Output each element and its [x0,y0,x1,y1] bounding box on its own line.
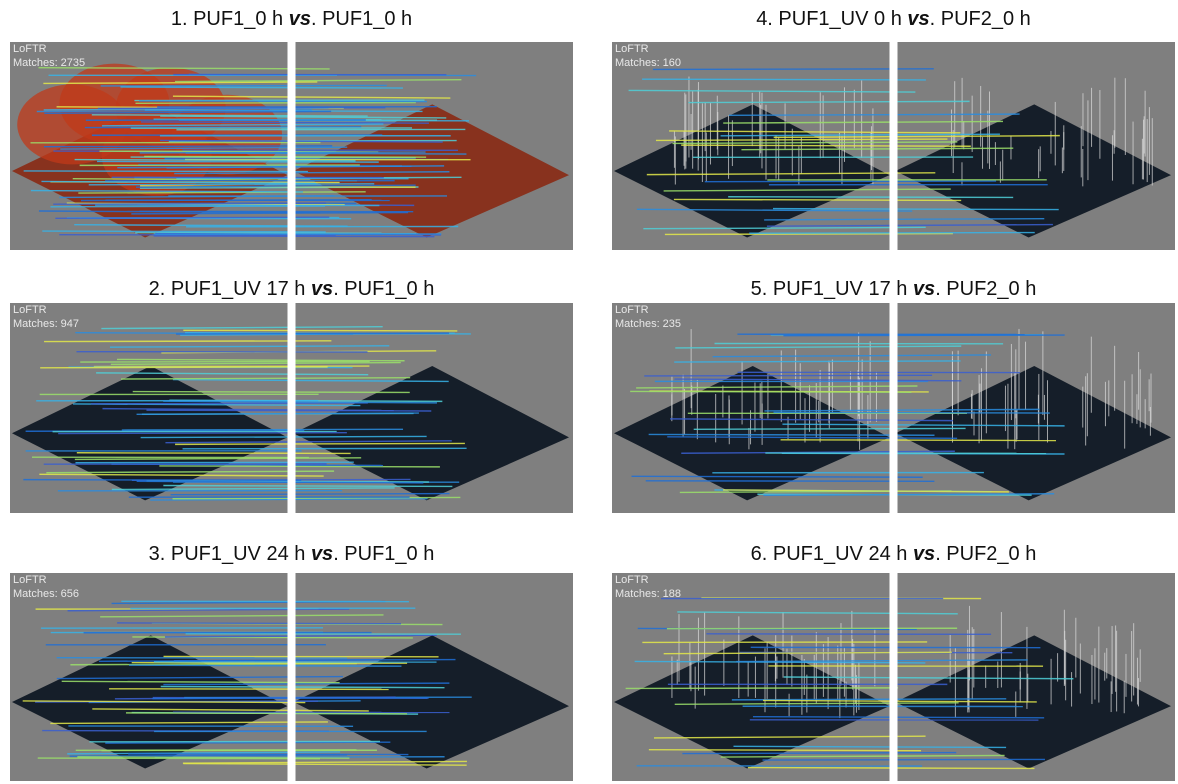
title-text: . PUF1_0 h [311,8,412,30]
match-line [649,750,921,751]
method-label: LoFTR [13,574,47,586]
match-line [186,634,461,635]
divider [890,42,898,250]
match-line [706,634,991,635]
matches-label: Matches: 656 [13,588,79,600]
match-image: LoFTR Matches: 2735 [10,42,573,250]
match-line [50,206,325,207]
match-image: LoFTR Matches: 235 [612,303,1175,513]
method-label: LoFTR [13,304,47,316]
match-image: LoFTR Matches: 947 [10,303,573,513]
title-text: . PUF2_0 h [935,543,1036,565]
match-line [626,688,898,689]
match-line [128,754,408,755]
match-line [80,361,369,362]
match-line [139,101,427,102]
match-line [23,480,301,481]
page: 1. PUF1_0 h vs. PUF1_0 hLoFTRMatches: 27… [0,0,1178,784]
match-line [644,375,932,376]
title-vs: vs [311,543,333,565]
match-line [705,181,996,182]
divider [288,573,296,781]
matches-label: Matches: 160 [615,57,681,69]
match-line [97,161,379,162]
title-text: . PUF1_0 h [333,543,434,565]
match-line [781,440,1056,441]
match-line [632,476,923,477]
match-line [163,486,452,487]
title-text: . PUF2_0 h [935,278,1036,300]
figure: 1. PUF1_0 h vs. PUF1_0 hLoFTRMatches: 27… [0,0,1178,784]
match-line [728,197,1013,198]
match-line [101,85,387,86]
match-line [91,403,368,404]
panel-title: 6. PUF1_UV 24 h vs. PUF2_0 h [751,543,1037,565]
title-vs: vs [907,8,929,30]
match-line [135,103,415,104]
title-text: 5. PUF1_UV 17 h [751,278,913,300]
title-text: 4. PUF1_UV 0 h [756,8,907,30]
match-line [674,199,961,200]
title-vs: vs [311,278,333,300]
divider [890,573,898,781]
match-line [774,412,1050,413]
panel-title: 1. PUF1_0 h vs. PUF1_0 h [171,8,412,30]
title-text: . PUF1_0 h [333,278,434,300]
title-text: 2. PUF1_UV 17 h [149,278,311,300]
match-line [40,367,327,368]
method-label: LoFTR [615,43,649,55]
match-image: LoFTR Matches: 188 [612,573,1175,781]
matches-label: Matches: 947 [13,318,79,330]
title-text: 1. PUF1_0 h [171,8,289,30]
match-line [183,330,457,331]
match-line [58,433,347,434]
panel-title: 5. PUF1_UV 17 h vs. PUF2_0 h [751,278,1037,300]
match-line [630,391,911,392]
divider [890,303,898,513]
match-line [122,429,403,430]
match-line [159,466,440,467]
title-text: . PUF2_0 h [930,8,1031,30]
method-label: LoFTR [13,43,47,55]
match-line [763,759,1045,760]
matches-label: Matches: 2735 [13,57,85,69]
match-line [176,333,449,334]
title-text: 3. PUF1_UV 24 h [149,543,311,565]
match-line [24,171,308,172]
matches-label: Matches: 235 [615,318,681,330]
match-line [77,453,351,454]
match-line [98,108,386,109]
method-label: LoFTR [615,574,649,586]
match-line [144,156,426,157]
match-line [175,443,465,444]
match-line [126,713,407,714]
title-vs: vs [913,278,935,300]
title-vs: vs [913,543,935,565]
match-line [773,209,1059,210]
match-line [140,152,426,153]
matches-label: Matches: 188 [615,588,681,600]
divider [288,303,296,513]
match-line [109,689,389,690]
divider [288,42,296,250]
match-line [117,623,401,624]
match-line [89,184,374,185]
match-line [81,200,372,201]
match-line [642,79,926,80]
match-image: LoFTR Matches: 656 [10,573,573,781]
match-line [694,428,966,429]
panel-title: 2. PUF1_UV 17 h vs. PUF1_0 h [149,278,435,300]
panel-title: 4. PUF1_UV 0 h vs. PUF2_0 h [756,8,1031,30]
title-text: 6. PUF1_UV 24 h [751,543,913,565]
method-label: LoFTR [615,304,649,316]
match-line [783,335,1064,336]
match-line [42,231,325,232]
panel-title: 3. PUF1_UV 24 h vs. PUF1_0 h [149,543,435,565]
match-line [133,392,410,393]
title-vs: vs [289,8,311,30]
match-image: LoFTR Matches: 160 [612,42,1175,250]
